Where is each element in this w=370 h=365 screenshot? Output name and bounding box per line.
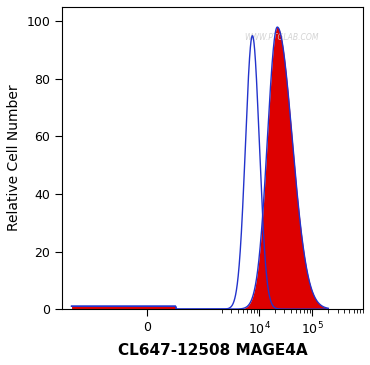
X-axis label: CL647-12508 MAGE4A: CL647-12508 MAGE4A bbox=[118, 343, 307, 358]
Text: WWW.PTGLAB.COM: WWW.PTGLAB.COM bbox=[245, 32, 319, 42]
Y-axis label: Relative Cell Number: Relative Cell Number bbox=[7, 85, 21, 231]
